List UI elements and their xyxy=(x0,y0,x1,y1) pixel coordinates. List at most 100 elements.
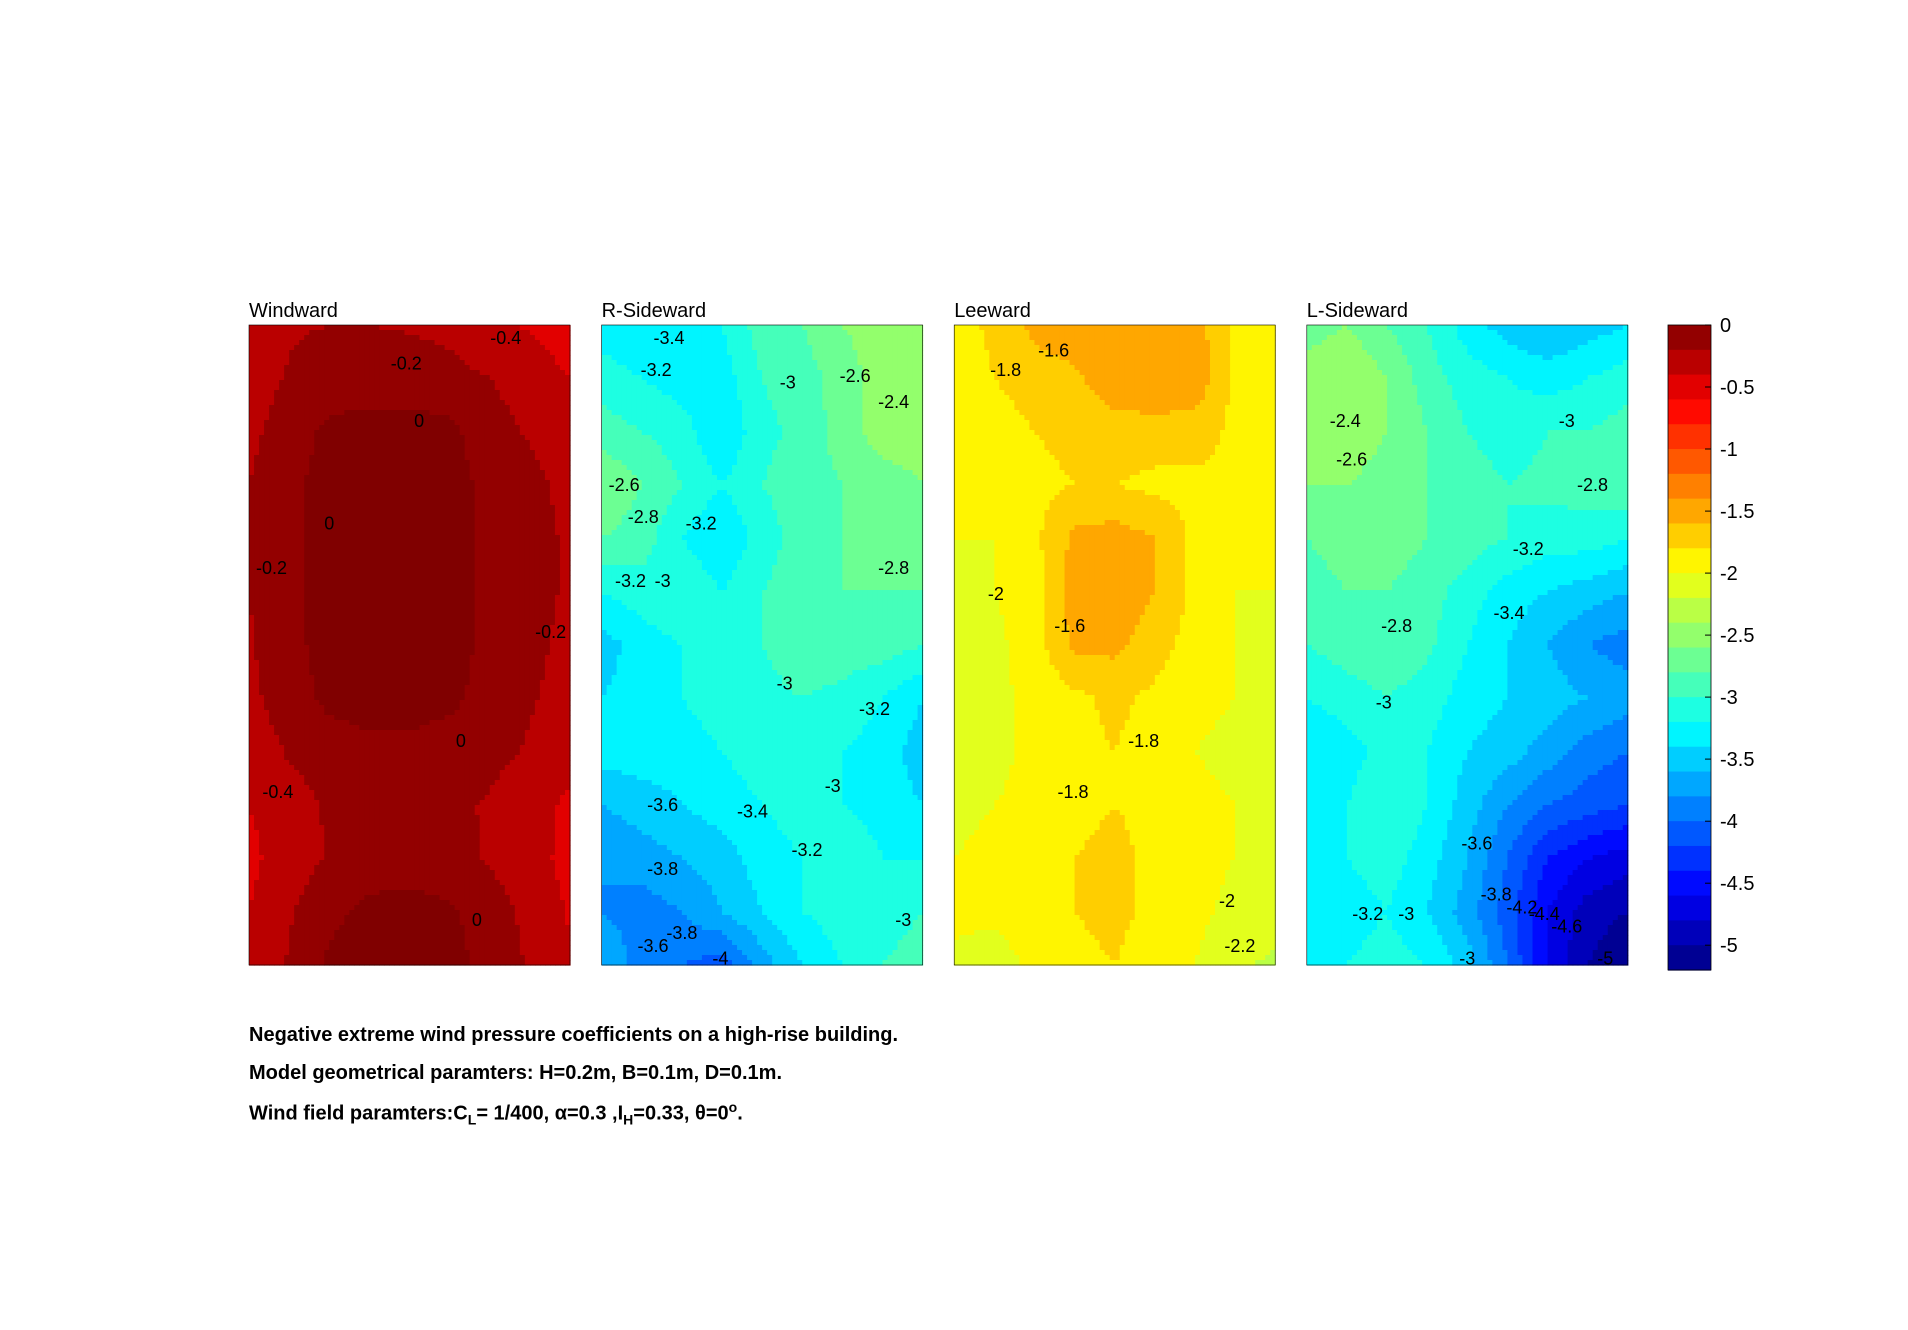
contour-label: -2 xyxy=(1219,891,1235,911)
colorbar-tick-label: -4 xyxy=(1720,811,1738,833)
caption-line-3: Wind field paramters:CL= 1/400, α=0.3 ,I… xyxy=(249,1099,743,1128)
contour-label: -3 xyxy=(655,571,671,591)
panel-windward: Windward -0.4 -0.2 0 0 -0.2 -0.2 0 -0.4 0 xyxy=(249,300,571,966)
colorbar-segment xyxy=(1668,350,1711,375)
colorbar-tick-label: -1.5 xyxy=(1720,501,1754,523)
colorbar-segment xyxy=(1668,598,1711,623)
contour-label: 0 xyxy=(456,731,466,751)
colorbar-segment xyxy=(1668,945,1711,970)
caption-sub-h: H xyxy=(623,1112,633,1128)
contour-label: 0 xyxy=(324,513,334,533)
colorbar-segment xyxy=(1668,325,1711,350)
contour-label: -3.6 xyxy=(1461,833,1492,853)
contour-panels: Windward -0.4 -0.2 0 0 -0.2 -0.2 0 -0.4 0 R-Sidewa… xyxy=(249,300,1628,969)
colorbar-segment xyxy=(1668,449,1711,474)
contour-label: -0.4 xyxy=(490,328,521,348)
contour-label: -3 xyxy=(825,776,841,796)
contour-label: -3 xyxy=(895,910,911,930)
colorbar: 0-0.5-1-1.5-2-2.5-3-3.5-4-4.5-5 xyxy=(1668,315,1754,971)
contour-label: -3.4 xyxy=(1493,603,1524,623)
contour-label: -2.4 xyxy=(878,392,909,412)
colorbar-segment xyxy=(1668,697,1711,722)
colorbar-segment xyxy=(1668,896,1711,921)
contour-label: -2.6 xyxy=(1336,449,1367,469)
panel-r-sideward: R-Sideward -3.4 -3.2 -3 -2.6 -2.4 -2.6 -2.8 -3.2… xyxy=(602,300,924,969)
caption-line-3-end: . xyxy=(737,1103,743,1125)
contour-label: -1.8 xyxy=(1128,731,1159,751)
contour-label: -3.2 xyxy=(791,840,822,860)
contour-label: -3.4 xyxy=(737,801,768,821)
contour-label: -4 xyxy=(712,949,728,969)
contour-label: -2.8 xyxy=(1577,475,1608,495)
contour-label: -1.6 xyxy=(1038,341,1069,361)
colorbar-segment xyxy=(1668,648,1711,673)
contour-label: -3.2 xyxy=(859,699,890,719)
contour-label: -2.2 xyxy=(1224,936,1255,956)
colorbar-segment xyxy=(1668,424,1711,449)
contour-label: -1.8 xyxy=(990,360,1021,380)
panel-title: Leeward xyxy=(954,300,1031,322)
contour-label: -3.6 xyxy=(637,936,668,956)
contour-label: -4.6 xyxy=(1551,917,1582,937)
caption-line-3-prefix: Wind field paramters:C xyxy=(249,1103,468,1125)
colorbar-segment xyxy=(1668,548,1711,573)
colorbar-segment xyxy=(1668,523,1711,548)
contour-label: -5 xyxy=(1597,949,1613,969)
contour-label: -2.8 xyxy=(878,558,909,578)
colorbar-segment xyxy=(1668,821,1711,846)
panel-title: R-Sideward xyxy=(602,300,706,322)
colorbar-segment xyxy=(1668,399,1711,424)
contour-label: -2.6 xyxy=(609,475,640,495)
contour-label: -1.8 xyxy=(1057,782,1088,802)
contour-label: -3.8 xyxy=(666,923,697,943)
panel-title: Windward xyxy=(249,300,338,322)
colorbar-segment xyxy=(1668,375,1711,400)
contour-label: -2.6 xyxy=(840,366,871,386)
colorbar-segment xyxy=(1668,920,1711,945)
contour-label: -3 xyxy=(780,373,796,393)
contour-label: -2.8 xyxy=(1381,616,1412,636)
caption-line-2: Model geometrical paramters: H=0.2m, B=0… xyxy=(249,1062,782,1085)
contour-label: -3.2 xyxy=(1513,539,1544,559)
contour-label: -0.2 xyxy=(391,353,422,373)
contour-label: -3 xyxy=(1376,693,1392,713)
contour-label: 0 xyxy=(472,910,482,930)
colorbar-segment xyxy=(1668,474,1711,499)
contour-label: -3.4 xyxy=(653,328,684,348)
contour-label: 0 xyxy=(414,411,424,431)
contour-fill xyxy=(249,325,571,966)
contour-label: -3.8 xyxy=(647,859,678,879)
contour-label: -0.2 xyxy=(535,622,566,642)
colorbar-tick-label: -4.5 xyxy=(1720,873,1754,895)
colorbar-segment xyxy=(1668,846,1711,871)
colorbar-segment xyxy=(1668,722,1711,747)
contour-label: -0.2 xyxy=(256,558,287,578)
caption-sup-o: o xyxy=(729,1099,738,1115)
contour-label: -0.4 xyxy=(262,782,293,802)
colorbar-segment xyxy=(1668,623,1711,648)
contour-label: -3 xyxy=(1398,904,1414,924)
contour-label: -2.4 xyxy=(1330,411,1361,431)
colorbar-segment xyxy=(1668,573,1711,598)
panel-title: L-Sideward xyxy=(1307,300,1408,322)
colorbar-segment xyxy=(1668,871,1711,896)
contour-label: -3.2 xyxy=(641,360,672,380)
contour-label: -2.8 xyxy=(628,507,659,527)
colorbar-segment xyxy=(1668,747,1711,772)
panel-l-sideward: L-Sideward -2.4 -3 -2.6 -2.8 -3.2 -3.4 -2.8 -3 -3… xyxy=(1307,300,1629,969)
colorbar-tick-label: -3.5 xyxy=(1720,749,1754,771)
contour-label: -3 xyxy=(1459,949,1475,969)
contour-fill xyxy=(954,325,1276,966)
caption-line-3-mid1: = 1/400, α=0.3 ,I xyxy=(476,1103,623,1125)
colorbar-tick-label: -2.5 xyxy=(1720,625,1754,647)
contour-label: -3.6 xyxy=(647,795,678,815)
contour-label: -1.6 xyxy=(1054,616,1085,636)
caption-line-3-mid2: =0.33, θ=0 xyxy=(633,1103,728,1125)
contour-label: -3 xyxy=(777,673,793,693)
colorbar-tick-label: -0.5 xyxy=(1720,377,1754,399)
contour-label: -3.2 xyxy=(615,571,646,591)
colorbar-tick-label: -3 xyxy=(1720,687,1738,709)
colorbar-tick-label: -2 xyxy=(1720,563,1738,585)
colorbar-segment xyxy=(1668,796,1711,821)
contour-label: -3.2 xyxy=(686,513,717,533)
